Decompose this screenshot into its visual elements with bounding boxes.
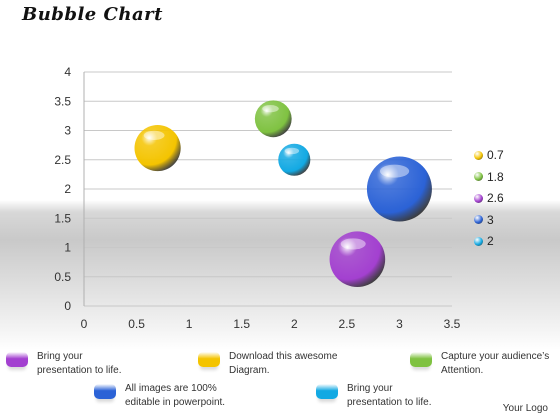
legend-item-0: 0.7 (474, 148, 504, 162)
note-2: Download this awesome Diagram. (198, 350, 337, 378)
note-5-line-2: presentation to life. (347, 397, 432, 408)
note-3: Capture your audience’s Attention. (410, 350, 549, 378)
note-1-line-1: Bring your (37, 351, 83, 362)
y-tick-label-0: 0 (64, 299, 71, 313)
legend-item-3: 3 (474, 213, 494, 227)
bubble-highlight-1 (262, 105, 279, 113)
legend-label-2: 2.6 (487, 191, 504, 205)
legend-marker-1 (474, 172, 483, 181)
y-tick-label-3: 1.5 (54, 211, 71, 225)
y-tick-label-5: 2.5 (54, 153, 71, 167)
note-2-line-2: Diagram. (229, 365, 270, 376)
legend-label-1: 1.8 (487, 169, 504, 184)
bubble-highlight-2 (340, 238, 366, 250)
bubble-1-8 (254, 100, 292, 138)
legend-item-4: 2 (474, 234, 494, 248)
x-tick-label-2: 1 (186, 317, 193, 331)
legend-item-1: 1.8 (474, 170, 504, 184)
bubble-highlight-3 (379, 164, 410, 178)
note-3-line-1: Capture your audience’s (441, 351, 550, 362)
y-tick-label-4: 2 (64, 182, 71, 196)
note-5-marker (316, 384, 338, 399)
note-4-line-2: editable in powerpoint. (125, 397, 226, 408)
x-tick-label-7: 3.5 (444, 317, 461, 331)
note-2-line-1: Download this awesome (229, 351, 338, 362)
y-tick-label-7: 3.5 (54, 94, 71, 108)
legend-label-3: 3 (487, 212, 494, 227)
note-5: Bring your presentation to life. (316, 382, 432, 410)
note-1-line-2: presentation to life. (37, 365, 122, 376)
y-tick-label-6: 3 (64, 124, 71, 138)
logo-text: Your Logo (502, 403, 548, 414)
y-tick-label-1: 0.5 (54, 270, 71, 284)
x-tick-label-4: 2 (291, 317, 298, 331)
note-3-line-2: Attention. (441, 365, 484, 376)
x-tick-label-0: 0 (81, 317, 88, 331)
chart-title: Bubble Chart (22, 4, 163, 25)
legend-marker-3 (474, 215, 483, 224)
legend-item-2: 2.6 (474, 191, 504, 205)
note-4-line-1: All images are 100% (125, 383, 217, 394)
legend-marker-0 (474, 150, 483, 160)
y-tick-label-8: 4 (64, 65, 71, 79)
x-tick-label-3: 1.5 (233, 317, 250, 331)
note-5-line-1: Bring your (347, 383, 393, 394)
bubble-3 (366, 156, 432, 222)
bubble-2-6 (329, 231, 386, 287)
legend-marker-2 (474, 193, 483, 203)
legend-marker-4 (474, 236, 483, 246)
x-tick-label-1: 0.5 (128, 317, 145, 331)
note-3-marker (410, 352, 432, 367)
bubble-highlight-0 (143, 130, 165, 140)
bubble-2 (278, 143, 311, 176)
legend-label-0: 0.7 (487, 148, 504, 162)
x-tick-label-6: 3 (396, 317, 403, 331)
x-tick-label-5: 2.5 (339, 317, 356, 331)
note-4-marker (94, 384, 116, 399)
bubble-highlight-4 (284, 147, 300, 155)
y-tick-label-2: 1 (64, 241, 71, 255)
note-4: All images are 100% editable in powerpoi… (94, 382, 225, 410)
note-1-marker (6, 352, 28, 367)
bubble-0-7 (134, 124, 181, 172)
note-2-marker (198, 352, 220, 367)
note-1: Bring your presentation to life. (6, 350, 122, 378)
legend-label-4: 2 (487, 234, 494, 248)
